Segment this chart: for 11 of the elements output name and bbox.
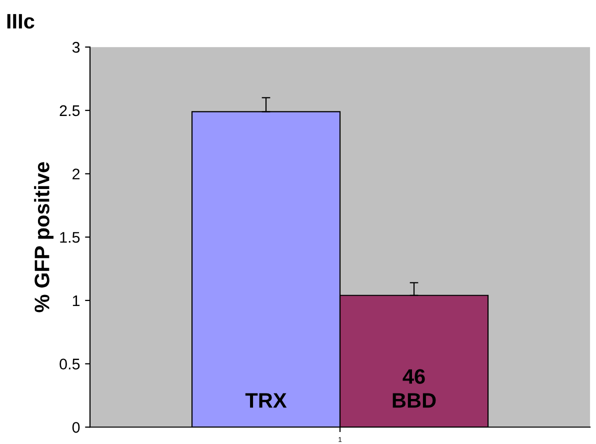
y-tick-label: 2 xyxy=(72,168,80,180)
y-tick-label: 1 xyxy=(72,295,80,306)
chart-title: IIIc xyxy=(7,14,34,29)
y-tick-label: 0 xyxy=(72,422,80,433)
y-tick-label: 3 xyxy=(72,42,80,53)
y-tick-label: 1.5 xyxy=(60,232,80,243)
series-label: TRX xyxy=(245,393,287,408)
series-label: 46 BBD xyxy=(392,369,436,408)
y-axis-title: % GFP positive xyxy=(34,162,54,312)
y-tick-label: 2.5 xyxy=(60,105,80,116)
y-tick-label: 0.5 xyxy=(60,358,80,370)
